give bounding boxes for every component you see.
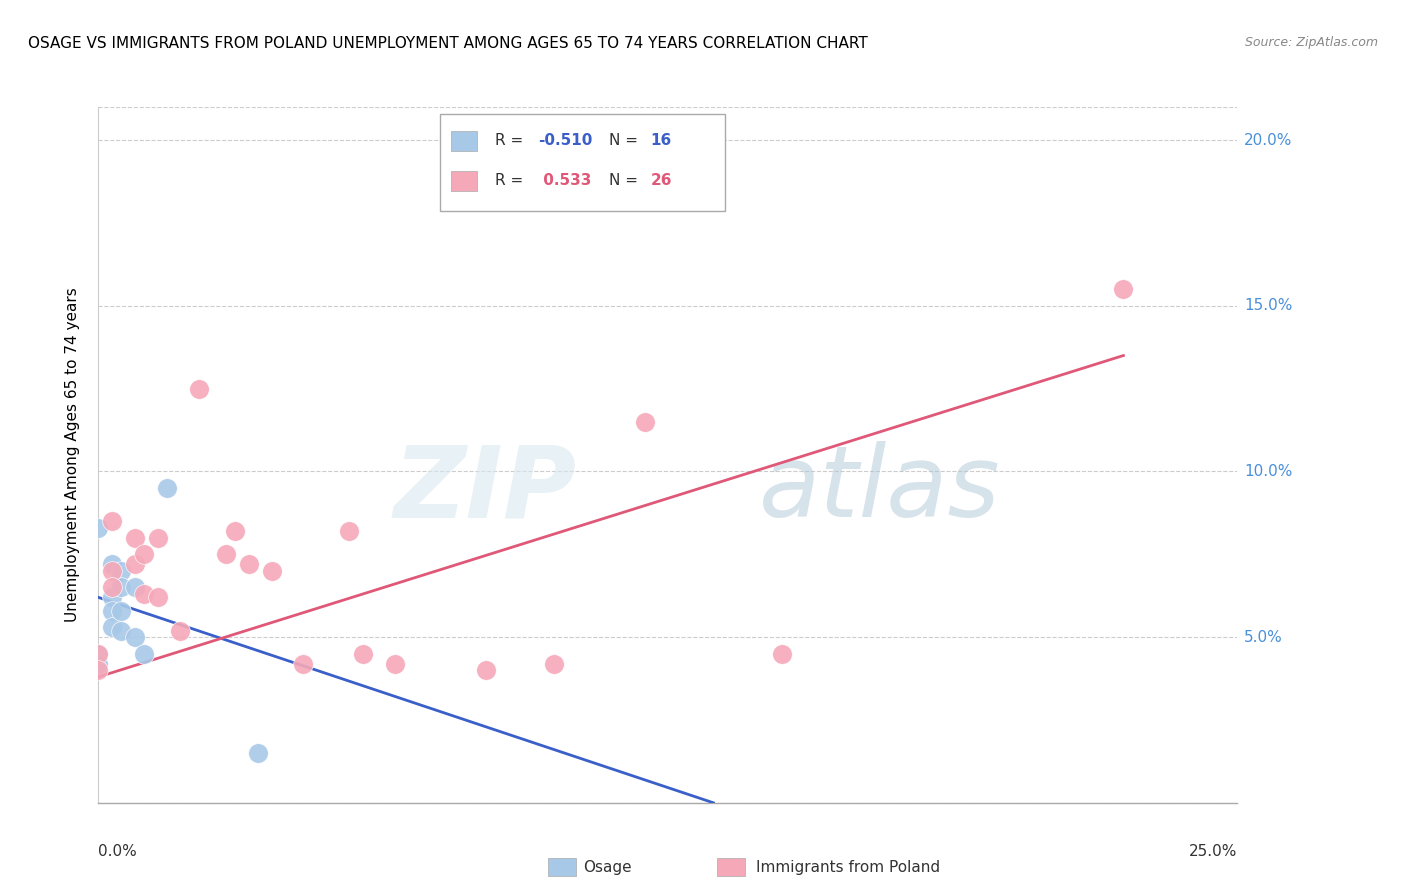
Point bbox=[110, 604, 132, 618]
Text: R =: R = bbox=[495, 172, 527, 187]
Point bbox=[634, 415, 657, 429]
Point bbox=[246, 746, 269, 760]
Text: 16: 16 bbox=[651, 133, 672, 148]
Text: 26: 26 bbox=[651, 172, 672, 187]
Point bbox=[169, 624, 191, 638]
Point bbox=[124, 558, 146, 572]
Point bbox=[132, 587, 155, 601]
Text: 20.0%: 20.0% bbox=[1244, 133, 1292, 148]
Point bbox=[352, 647, 374, 661]
Y-axis label: Unemployment Among Ages 65 to 74 years: Unemployment Among Ages 65 to 74 years bbox=[65, 287, 80, 623]
Point bbox=[156, 481, 179, 495]
Point bbox=[1112, 282, 1135, 296]
Point bbox=[87, 521, 110, 535]
Point bbox=[101, 514, 124, 528]
Point bbox=[224, 524, 246, 538]
Point bbox=[87, 647, 110, 661]
Point bbox=[101, 581, 124, 595]
Text: 0.533: 0.533 bbox=[538, 172, 592, 187]
Point bbox=[260, 564, 283, 578]
Text: ZIP: ZIP bbox=[394, 442, 576, 538]
Text: Immigrants from Poland: Immigrants from Poland bbox=[756, 860, 941, 874]
Point bbox=[110, 581, 132, 595]
Point bbox=[87, 647, 110, 661]
Point bbox=[146, 591, 169, 605]
Point bbox=[101, 620, 124, 634]
Text: 5.0%: 5.0% bbox=[1244, 630, 1284, 645]
Point bbox=[87, 663, 110, 677]
Point bbox=[110, 564, 132, 578]
Text: -0.510: -0.510 bbox=[538, 133, 592, 148]
Text: 0.0%: 0.0% bbox=[98, 845, 138, 859]
Text: Source: ZipAtlas.com: Source: ZipAtlas.com bbox=[1244, 36, 1378, 49]
Point bbox=[384, 657, 406, 671]
Text: OSAGE VS IMMIGRANTS FROM POLAND UNEMPLOYMENT AMONG AGES 65 TO 74 YEARS CORRELATI: OSAGE VS IMMIGRANTS FROM POLAND UNEMPLOY… bbox=[28, 36, 868, 51]
Point bbox=[337, 524, 360, 538]
Text: R =: R = bbox=[495, 133, 527, 148]
Point bbox=[110, 624, 132, 638]
Text: 25.0%: 25.0% bbox=[1189, 845, 1237, 859]
Point bbox=[87, 657, 110, 671]
Point bbox=[132, 547, 155, 561]
Point bbox=[770, 647, 793, 661]
Point bbox=[474, 663, 496, 677]
Point bbox=[124, 581, 146, 595]
Text: N =: N = bbox=[609, 133, 643, 148]
Point bbox=[101, 591, 124, 605]
Point bbox=[124, 531, 146, 545]
Point bbox=[132, 647, 155, 661]
Point bbox=[101, 564, 124, 578]
Point bbox=[543, 657, 565, 671]
Point bbox=[187, 382, 209, 396]
Point bbox=[124, 630, 146, 644]
Text: N =: N = bbox=[609, 172, 643, 187]
Text: 10.0%: 10.0% bbox=[1244, 464, 1292, 479]
Text: Osage: Osage bbox=[583, 860, 633, 874]
Point bbox=[215, 547, 238, 561]
Point bbox=[101, 604, 124, 618]
FancyBboxPatch shape bbox=[440, 114, 725, 211]
FancyBboxPatch shape bbox=[451, 131, 477, 151]
Point bbox=[292, 657, 315, 671]
Text: atlas: atlas bbox=[759, 442, 1001, 538]
FancyBboxPatch shape bbox=[451, 170, 477, 191]
Point bbox=[238, 558, 260, 572]
Point bbox=[146, 531, 169, 545]
Point bbox=[101, 558, 124, 572]
Text: 15.0%: 15.0% bbox=[1244, 298, 1292, 313]
